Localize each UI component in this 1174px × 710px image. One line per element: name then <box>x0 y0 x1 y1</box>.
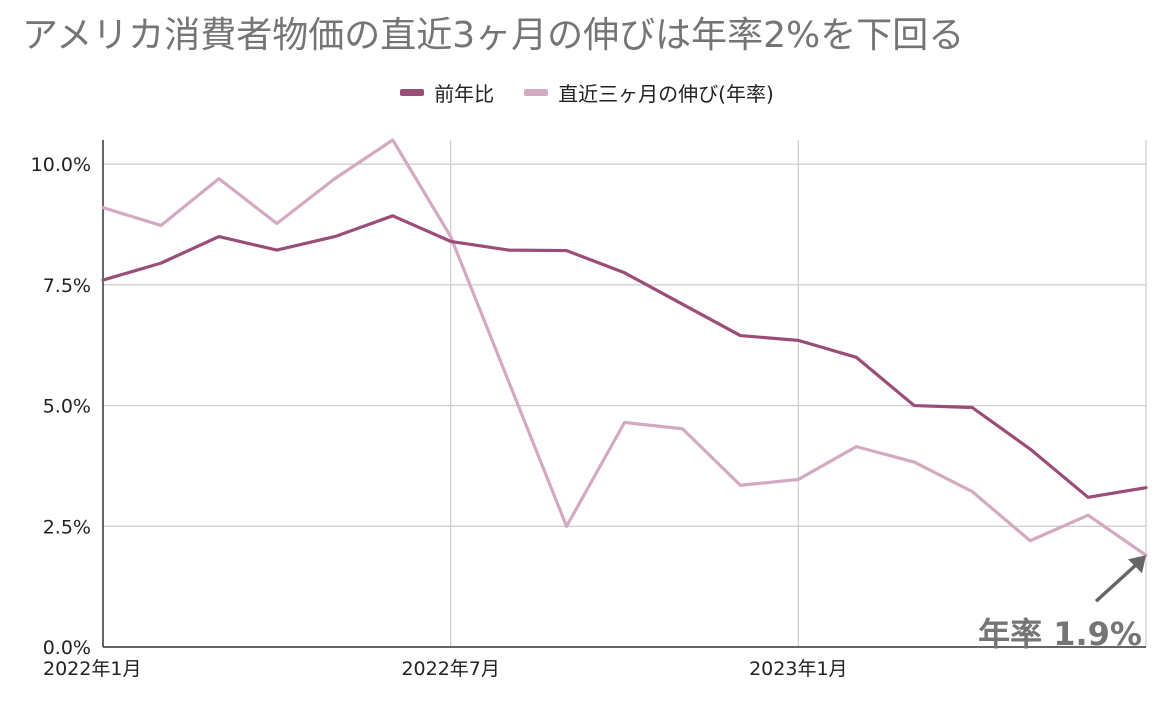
x-tick-label: 2023年1月 <box>749 658 847 680</box>
y-tick-label: 5.0% <box>43 396 91 418</box>
legend-label-3m-annualized: 直近三ヶ月の伸び(年率) <box>558 82 774 106</box>
series-line-yoy <box>101 214 1148 499</box>
x-tick-label: 2022年1月 <box>43 658 141 680</box>
annotation-label: 年率 1.9% <box>978 615 1142 653</box>
y-tick-label: 10.0% <box>31 154 91 176</box>
y-tick-label: 0.0% <box>43 637 91 659</box>
legend-item-3m-annualized[interactable]: 直近三ヶ月の伸び(年率) <box>524 78 774 107</box>
legend-swatch-3m-annualized <box>524 89 549 96</box>
chart-title: アメリカ消費者物価の直近3ヶ月の伸びは年率2%を下回る <box>22 15 965 56</box>
x-tick-label: 2022年7月 <box>401 658 499 680</box>
legend-swatch-yoy <box>400 89 425 96</box>
legend: 前年比 直近三ヶ月の伸び(年率) <box>0 78 1174 107</box>
y-tick-label: 2.5% <box>43 516 91 538</box>
y-tick-label: 7.5% <box>43 275 91 297</box>
legend-item-yoy[interactable]: 前年比 <box>400 78 494 107</box>
series-line-3m-annualized <box>101 138 1148 557</box>
annotation-arrow-line <box>1094 559 1142 603</box>
annotation-arrowhead <box>1128 555 1146 574</box>
legend-label-yoy: 前年比 <box>434 82 495 106</box>
